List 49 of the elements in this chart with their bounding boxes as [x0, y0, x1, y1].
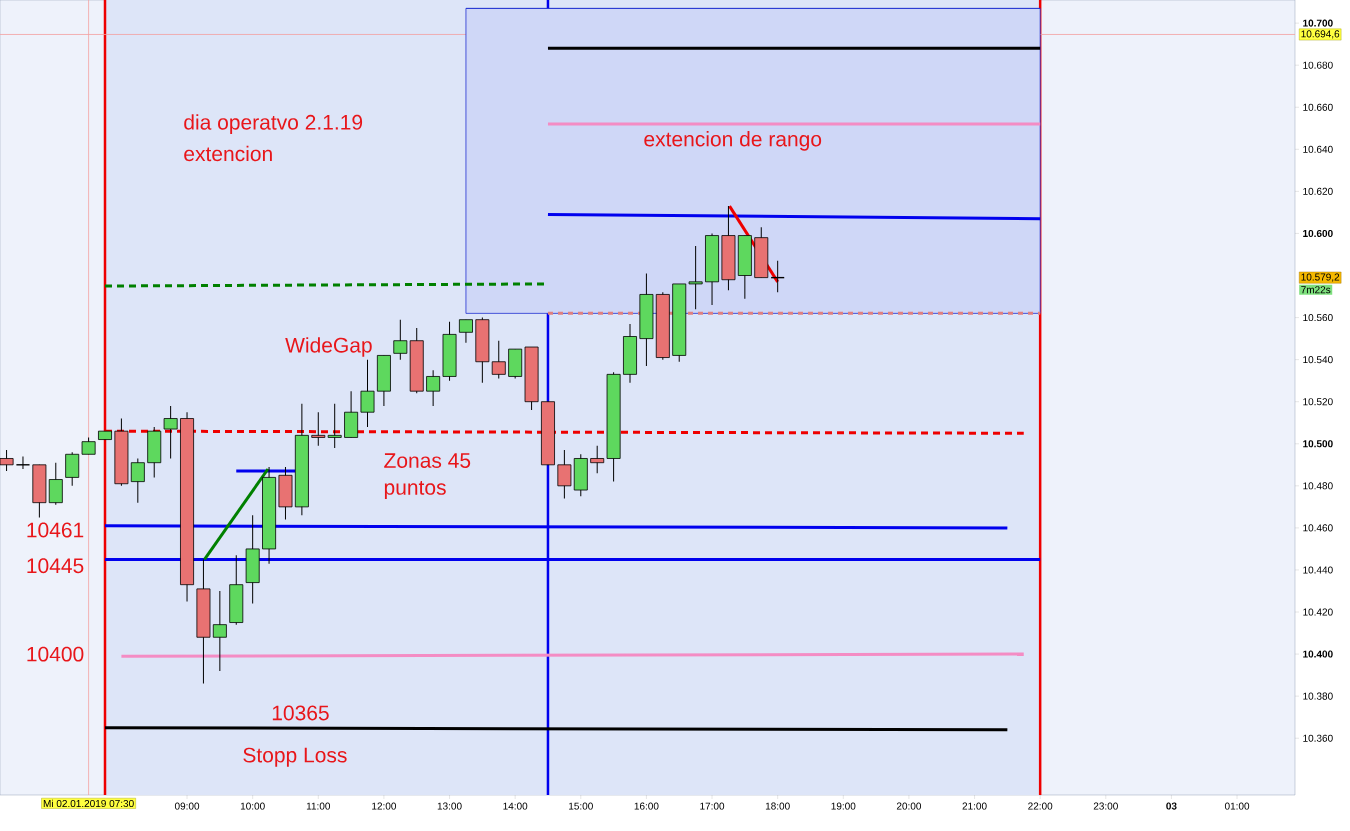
y-tick-label: 10.420: [1303, 608, 1333, 616]
y-tick-label: 10.620: [1303, 187, 1333, 195]
annotation: extencion de rango: [644, 131, 822, 151]
ref-line-label: 10.694,6: [1301, 30, 1340, 39]
x-tick-label: 11:00: [306, 802, 331, 810]
x-tick-label: 01:00: [1224, 802, 1250, 810]
y-tick-label: 10.440: [1303, 566, 1333, 574]
y-tick-label: 10.520: [1303, 398, 1333, 406]
ref-line-label: Mi 02.01.2019 07:30: [43, 799, 134, 808]
y-tick-label: 10.700: [1303, 19, 1333, 27]
y-tick-label: 10.480: [1303, 482, 1333, 490]
x-tick-label: 03: [1166, 802, 1177, 810]
annotation: WideGap: [285, 337, 372, 357]
y-tick-label: 10.360: [1303, 734, 1333, 742]
y-tick-label: 10.600: [1303, 229, 1333, 237]
text: 10.579,2: [1301, 273, 1340, 282]
y-tick-label: 10.540: [1303, 356, 1333, 364]
y-tick-label: 10.560: [1303, 314, 1333, 322]
annotation: dia operatvo 2.1.19: [184, 114, 363, 134]
x-tick-label: 23:00: [1093, 802, 1118, 810]
x-tick-label: 13:00: [437, 802, 462, 810]
x-tick-label: 19:00: [831, 802, 856, 810]
annotation: puntos: [384, 481, 446, 499]
x-tick-label: 09:00: [174, 802, 200, 810]
x-tick-label: 17:00: [700, 802, 725, 810]
y-tick-label: 10.500: [1303, 440, 1333, 448]
y-tick-label: 10.460: [1303, 524, 1333, 532]
x-tick-label: 14:00: [503, 802, 528, 810]
annotation: Stopp Loss: [243, 747, 347, 767]
y-tick-label: 10.380: [1303, 692, 1333, 700]
x-tick-label: 16:00: [634, 802, 659, 810]
x-tick-label: 22:00: [1028, 802, 1053, 810]
annotation: 10400: [27, 646, 84, 662]
x-tick-label: 21:00: [962, 802, 987, 810]
annotation: 10445: [27, 558, 84, 574]
x-tick-label: 15:00: [569, 802, 593, 810]
annotation: Zonas 45: [384, 453, 471, 468]
y-tick-label: 10.640: [1303, 145, 1333, 153]
x-tick-label: 10:00: [240, 802, 265, 810]
x-tick-label: 12:00: [372, 802, 397, 810]
x-tick-label: 18:00: [765, 802, 790, 810]
annotation: 10461: [27, 522, 84, 538]
y-tick-label: 10.660: [1303, 103, 1333, 111]
y-tick-label: 10.680: [1303, 61, 1333, 69]
x-tick-label: 20:00: [896, 802, 922, 810]
annotation: 10365: [272, 705, 329, 721]
y-tick-label: 10.400: [1303, 650, 1333, 658]
annotation: extencion: [184, 145, 272, 162]
text: 7m22s: [1301, 286, 1331, 294]
